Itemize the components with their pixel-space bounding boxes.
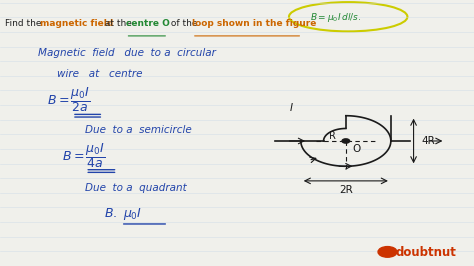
Text: 4R: 4R [422, 136, 436, 146]
Text: Find the: Find the [5, 19, 44, 28]
Text: at the: at the [102, 19, 135, 28]
Circle shape [378, 247, 397, 257]
Text: wire   at   centre: wire at centre [57, 69, 142, 80]
Text: Due  to a  semicircle: Due to a semicircle [85, 125, 192, 135]
Text: I: I [290, 103, 293, 113]
Text: O: O [352, 144, 360, 155]
Text: magnetic field: magnetic field [40, 19, 113, 28]
Text: $B= \dfrac{\mu_0 I}{2a}$: $B= \dfrac{\mu_0 I}{2a}$ [47, 85, 91, 114]
Text: doubtnut: doubtnut [396, 246, 456, 259]
Text: $B = \mu_0 I \, dl/s.$: $B = \mu_0 I \, dl/s.$ [310, 11, 361, 24]
Text: loop shown in the figure: loop shown in the figure [192, 19, 316, 28]
Text: $B = \dfrac{\mu_0 I}{4a}$: $B = \dfrac{\mu_0 I}{4a}$ [62, 141, 105, 170]
Circle shape [342, 139, 350, 143]
Text: $B.\ \mu_0 I$: $B.\ \mu_0 I$ [104, 206, 143, 222]
Text: Due  to a  quadrant: Due to a quadrant [85, 182, 187, 193]
Text: of the: of the [168, 19, 201, 28]
Text: 2R: 2R [339, 185, 353, 195]
Text: R: R [329, 131, 336, 141]
Text: centre O: centre O [126, 19, 169, 28]
Text: Magnetic  field   due  to a  circular: Magnetic field due to a circular [38, 48, 216, 58]
Text: d: d [384, 247, 391, 257]
